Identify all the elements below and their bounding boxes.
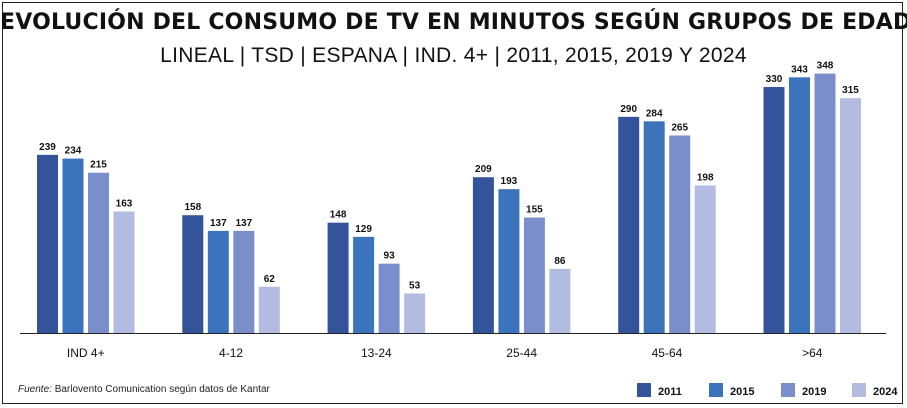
data-label-2011-3: 209 [475, 164, 492, 175]
category-label-1: 4-12 [219, 346, 243, 360]
bar-2024-3 [549, 268, 571, 333]
data-label-2011-4: 290 [620, 104, 637, 115]
data-label-2024-4: 198 [697, 172, 714, 183]
bar-2011-3 [472, 177, 494, 333]
legend-label-2024: 2024 [873, 386, 898, 398]
data-label-2015-2: 129 [355, 224, 372, 235]
chart-title: EVOLUCIÓN DEL CONSUMO DE TV EN MINUTOS S… [0, 10, 907, 35]
category-label-2: 13-24 [361, 346, 392, 360]
bar-2015-3 [498, 189, 520, 333]
bar-2024-1 [258, 286, 280, 333]
data-label-2024-5: 315 [842, 85, 859, 96]
category-label-3: 25-44 [506, 346, 537, 360]
category-label-4: 45-64 [652, 346, 683, 360]
category-label-0: IND 4+ [67, 346, 105, 360]
data-label-2019-2: 93 [384, 251, 396, 262]
bar-2015-1 [207, 230, 229, 333]
bar-2011-2 [327, 222, 349, 333]
bar-2011-4 [618, 116, 640, 333]
bar-2024-2 [404, 293, 426, 333]
bar-2015-0 [62, 158, 84, 333]
data-label-2011-2: 148 [330, 210, 347, 221]
data-label-2015-4: 284 [646, 108, 663, 119]
legend-swatch-2011 [637, 383, 651, 397]
bar-2011-1 [182, 215, 204, 333]
legend-swatch-2024 [852, 383, 866, 397]
data-label-2015-0: 234 [65, 146, 82, 157]
bar-2024-5 [840, 98, 861, 333]
bar-2011-5 [763, 87, 785, 333]
data-label-2019-4: 265 [671, 122, 688, 133]
category-label-5: >64 [802, 346, 823, 360]
data-label-2024-1: 62 [264, 274, 276, 285]
bar-2015-5 [789, 77, 810, 334]
data-label-2019-3: 155 [526, 204, 543, 215]
legend-label-2019: 2019 [802, 386, 826, 398]
bar-2015-2 [353, 236, 375, 333]
data-label-2019-0: 215 [90, 160, 107, 171]
data-label-2011-0: 239 [39, 142, 56, 153]
source-prefix: Fuente: [18, 384, 52, 395]
bar-2015-4 [643, 121, 665, 333]
bar-2019-1 [233, 230, 255, 333]
chart-subtitle: LINEAL | TSD | ESPANA | IND. 4+ | 2011, … [160, 44, 747, 67]
data-label-2011-5: 330 [766, 74, 783, 85]
bar-2024-0 [113, 211, 135, 333]
bar-2019-4 [669, 135, 691, 333]
data-label-2015-1: 137 [210, 218, 227, 229]
legend-swatch-2015 [709, 383, 723, 397]
bar-2011-0 [37, 154, 58, 333]
data-label-2024-0: 163 [116, 198, 133, 209]
data-label-2015-5: 343 [791, 64, 808, 75]
bar-2024-4 [694, 185, 716, 333]
chart-frame [2, 2, 903, 404]
data-label-2024-2: 53 [409, 280, 421, 291]
legend-label-2015: 2015 [730, 386, 754, 398]
data-label-2015-3: 193 [501, 176, 518, 187]
legend-swatch-2019 [781, 383, 795, 397]
data-label-2024-3: 86 [554, 256, 566, 267]
legend-label-2011: 2011 [658, 386, 682, 398]
data-label-2019-5: 348 [817, 61, 834, 72]
bar-2019-0 [88, 172, 109, 333]
bar-2019-5 [814, 73, 836, 333]
source-text: Barlovento Comunication según datos de K… [51, 384, 270, 395]
source-note: Fuente: Barlovento Comunication según da… [18, 384, 270, 395]
bar-2019-2 [378, 263, 400, 333]
bar-2019-3 [523, 217, 545, 333]
data-label-2011-1: 158 [184, 202, 201, 213]
data-label-2019-1: 137 [235, 218, 252, 229]
